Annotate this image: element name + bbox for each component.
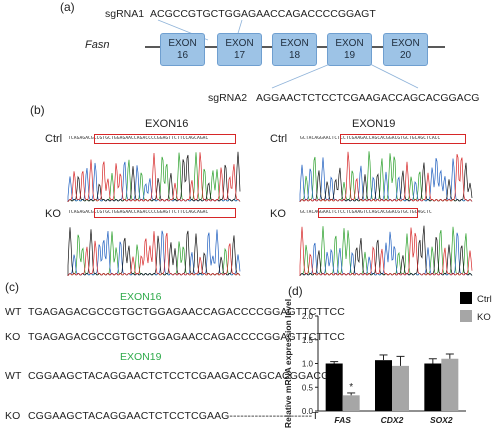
seq-row-sequence: CGGAAGCTACAGGAACTCTCCTCGAAG-------------… [28,410,319,422]
panel-b-exon19-title: EXON19 [352,118,396,130]
seq-row-sequence: TGAGAGACGCCGTGCTGGAGAACCAGACCCCGGAGTTCTT… [28,306,345,318]
legend-label-ctrl: Ctrl [477,294,492,305]
chromatogram-trace-t [67,152,241,202]
highlight-box-ko-19 [318,208,418,218]
chromatogram-trace-t [67,231,241,276]
exon-19-box: EXON 19 [327,33,372,66]
bar-ko-cdx2 [392,365,409,411]
exon-17-number: 17 [233,49,246,61]
panel-c-exon16-title: EXON16 [120,291,162,303]
exon-17-label: EXON [225,37,254,49]
exon-16-number: 16 [176,49,189,61]
x-tick-label: CDX2 [381,415,404,425]
y-tick-label: 1.0 [302,360,314,369]
exon-18-label: EXON [280,37,309,49]
seq-row-label: WT [5,306,22,318]
bar-ctrl-cdx2 [375,360,392,411]
sgrna2-guide-line-right [369,63,419,89]
seq-row-label: KO [5,410,21,422]
ko-label-left: KO [45,208,61,220]
bar-ctrl-fas [325,363,343,411]
exon-18-number: 18 [288,49,301,61]
legend-label-ko: KO [477,312,491,323]
legend-swatch-ko [460,310,472,322]
sgrna2-sequence: AGGAACTCTCCTCGAAGACCAGCACGGACG [256,92,480,104]
exon-17-box: EXON 17 [217,33,262,66]
highlight-box-ctrl-16 [94,134,236,144]
exon-19-number: 19 [343,49,356,61]
y-tick-label: 0.5 [302,383,314,392]
y-tick-label: 0.0 [302,407,314,416]
seq-row-label: WT [5,370,22,382]
gene-label: Fasn [85,39,110,51]
sgrna1-label: sgRNA1 [105,8,145,20]
y-tick-label: 1.5 [302,336,314,345]
exon-20-label: EXON [391,37,420,49]
ctrl-label-left: Ctrl [45,133,63,145]
chromatogram-trace-t [299,151,473,202]
y-axis-label: Relative mRNA expression level [283,299,293,428]
seq-row-sequence: CGGAAGCTACAGGAACTCTCCTCGAAGACCAGCACGGACG [28,370,330,382]
bar-ko-fas [342,395,360,411]
x-tick-label: FAS [334,415,351,425]
panel-b-exon16-title: EXON16 [145,118,189,130]
chromatogram-letters-ctrl-16: TCAGAGACGCCGTGCTGGAGAACCAGACCCCGGAGTTCTT… [68,136,209,141]
chromatogram-traces [67,151,473,276]
bar-ctrl-sox2 [424,363,442,411]
sgrna2-label: sgRNA2 [208,92,248,104]
bar-ko-sox2 [441,358,459,411]
chromatogram-letters-ctrl-19: GCTACAGGAACTCTCCTCGAAGACCAGCACGGACGTGCTG… [300,136,441,141]
sgrna1-sequence: ACGCCGTGCTGGAGAACCAGACCCCGGAGT [150,8,376,20]
panel-a-label: (a) [60,0,75,14]
legend-swatch-ctrl [460,292,472,304]
x-tick-label: SOX2 [430,415,453,425]
exon-20-box: EXON 20 [383,33,428,66]
panel-c-label: (c) [5,280,19,294]
panel-d-label: (d) [288,284,303,298]
chromatogram-letters-ko-19: GCTACAGGAACTCTCCTCGAAGTCCAGCACGGACGTGCTG… [300,210,432,215]
seq-row-sequence: TGAGAGACGCCGTGCTGGAGAACCAGACCCCGGAGTTCTT… [28,331,345,343]
highlight-box-ko-16 [94,208,236,218]
ko-label-right: KO [270,208,286,220]
panel-b-label: (b) [30,103,45,117]
highlight-box-ctrl-19 [340,134,466,144]
exon-19-label: EXON [335,37,364,49]
ctrl-label-right: Ctrl [270,133,288,145]
seq-row-label: KO [5,331,21,343]
sgrna2-guide-line-left [271,63,331,89]
exon-20-number: 20 [399,49,412,61]
panel-c-exon19-title: EXON19 [120,351,162,363]
significance-mark: * [349,382,353,393]
y-tick-label: 2.0 [302,312,314,321]
exon-16-label: EXON [168,37,197,49]
chromatogram-trace-t [299,226,473,276]
exon-18-box: EXON 18 [272,33,317,66]
exon-16-box: EXON 16 [160,33,205,66]
chromatogram-letters-ko-16: TCAGAGACGCCGTGCTGGAGAACCAGACCCCGGAGTTCTT… [68,210,209,215]
